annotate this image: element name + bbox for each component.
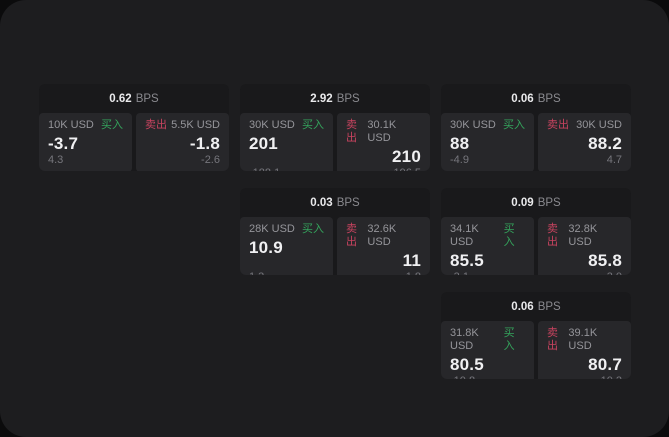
quote-card: 0.03 BPS 28K USD 买入 10.9 1.3 卖出 32.6K US… — [240, 188, 430, 275]
sell-price: 85.8 — [588, 251, 622, 270]
spread-unit: BPS — [336, 196, 360, 209]
sell-price: -1.8 — [189, 134, 220, 153]
sell-sub-value: 3.0 — [547, 271, 622, 275]
spread-header: 2.92 BPS — [240, 84, 430, 113]
buy-price: 80.5 — [450, 355, 484, 374]
sell-label: 卖出 — [547, 223, 558, 248]
buy-tile[interactable]: 30K USD 买入 88 -4.9 — [441, 113, 534, 171]
spread-value: 0.06 — [511, 92, 534, 105]
buy-tile[interactable]: 28K USD 买入 10.9 1.3 — [240, 217, 333, 275]
sell-price: 80.7 — [588, 355, 622, 374]
sell-tile[interactable]: 卖出 39.1K USD 80.7 10.2 — [538, 321, 631, 379]
sell-price: 11 — [402, 251, 421, 270]
sell-amount: 5.5K USD — [171, 119, 220, 131]
buy-amount: 31.8K USD — [450, 327, 479, 352]
sell-amount: 32.8K USD — [568, 223, 598, 248]
buy-sub-value: 1.3 — [249, 271, 324, 275]
spread-unit: BPS — [135, 92, 159, 105]
spread-value: 2.92 — [310, 92, 333, 105]
sell-tile[interactable]: 卖出 30K USD 88.2 4.7 — [538, 113, 631, 171]
buy-sub-value: -4.9 — [450, 154, 469, 166]
spread-unit: BPS — [537, 196, 561, 209]
sell-price: 88.2 — [588, 134, 622, 153]
buy-label: 买入 — [503, 119, 525, 131]
buy-amount: 34.1K USD — [450, 223, 479, 248]
buy-tile[interactable]: 30K USD 买入 201 -188.1 — [240, 113, 333, 171]
spread-value: 0.03 — [310, 196, 333, 209]
sell-label: 卖出 — [547, 119, 569, 131]
buy-tile[interactable]: 34.1K USD 买入 85.5 -3.1 — [441, 217, 534, 275]
sell-tile[interactable]: 卖出 30.1K USD 210 196.5 — [337, 113, 430, 171]
buy-tile[interactable]: 31.8K USD 买入 80.5 -10.8 — [441, 321, 534, 379]
sell-amount: 30.1K USD — [367, 119, 397, 144]
buy-label: 买入 — [302, 223, 324, 235]
sell-sub-value: -1.8 — [346, 271, 421, 275]
buy-price: 201 — [249, 134, 278, 153]
sell-tile[interactable]: 卖出 32.6K USD 11 -1.8 — [337, 217, 430, 275]
buy-amount: 10K USD — [48, 119, 94, 131]
spread-header: 0.09 BPS — [441, 188, 631, 217]
sell-price: 210 — [392, 147, 421, 166]
quote-card: 2.92 BPS 30K USD 买入 201 -188.1 卖出 30.1K … — [240, 84, 430, 171]
buy-amount: 30K USD — [450, 119, 496, 131]
sell-sub-value: 10.2 — [547, 375, 622, 379]
buy-amount: 28K USD — [249, 223, 295, 235]
buy-label: 买入 — [302, 119, 324, 131]
sell-amount: 39.1K USD — [568, 327, 598, 352]
sell-tile[interactable]: 卖出 32.8K USD 85.8 3.0 — [538, 217, 631, 275]
buy-price: 10.9 — [249, 238, 283, 257]
sell-sub-value: 4.7 — [606, 154, 622, 166]
buy-tile[interactable]: 10K USD 买入 -3.7 4.3 — [39, 113, 132, 171]
quote-card: 0.09 BPS 34.1K USD 买入 85.5 -3.1 卖出 32.8K… — [441, 188, 631, 275]
spread-unit: BPS — [537, 300, 561, 313]
spread-value: 0.09 — [511, 196, 534, 209]
spread-header: 0.03 BPS — [240, 188, 430, 217]
buy-price: 88 — [450, 134, 470, 153]
spread-value: 0.62 — [109, 92, 132, 105]
spread-unit: BPS — [537, 92, 561, 105]
buy-amount: 30K USD — [249, 119, 295, 131]
buy-sub-value: -10.8 — [450, 375, 525, 379]
sell-tile[interactable]: 卖出 5.5K USD -1.8 -2.6 — [136, 113, 229, 171]
sell-label: 卖出 — [547, 327, 558, 352]
buy-sub-value: -188.1 — [249, 167, 324, 171]
spread-unit: BPS — [336, 92, 360, 105]
buy-label: 买入 — [503, 223, 515, 248]
buy-price: -3.7 — [48, 134, 79, 153]
spread-header: 0.62 BPS — [39, 84, 229, 113]
spread-value: 0.06 — [511, 300, 534, 313]
buy-price: 85.5 — [450, 251, 484, 270]
spread-header: 0.06 BPS — [441, 292, 631, 321]
sell-label: 卖出 — [346, 223, 357, 248]
sell-label: 卖出 — [346, 119, 357, 144]
buy-label: 买入 — [101, 119, 123, 131]
sell-amount: 30K USD — [576, 119, 622, 131]
sell-sub-value: 196.5 — [346, 167, 421, 171]
quote-card: 0.06 BPS 30K USD 买入 88 -4.9 卖出 30K USD 8… — [441, 84, 631, 171]
buy-label: 买入 — [503, 327, 515, 352]
buy-sub-value: 4.3 — [48, 154, 64, 166]
sell-amount: 32.6K USD — [367, 223, 397, 248]
spread-header: 0.06 BPS — [441, 84, 631, 113]
buy-sub-value: -3.1 — [450, 271, 525, 275]
sell-sub-value: -2.6 — [201, 154, 220, 166]
quote-card: 0.06 BPS 31.8K USD 买入 80.5 -10.8 卖出 39.1… — [441, 292, 631, 379]
quote-card: 0.62 BPS 10K USD 买入 -3.7 4.3 卖出 5.5K USD… — [39, 84, 229, 171]
sell-label: 卖出 — [145, 119, 167, 131]
